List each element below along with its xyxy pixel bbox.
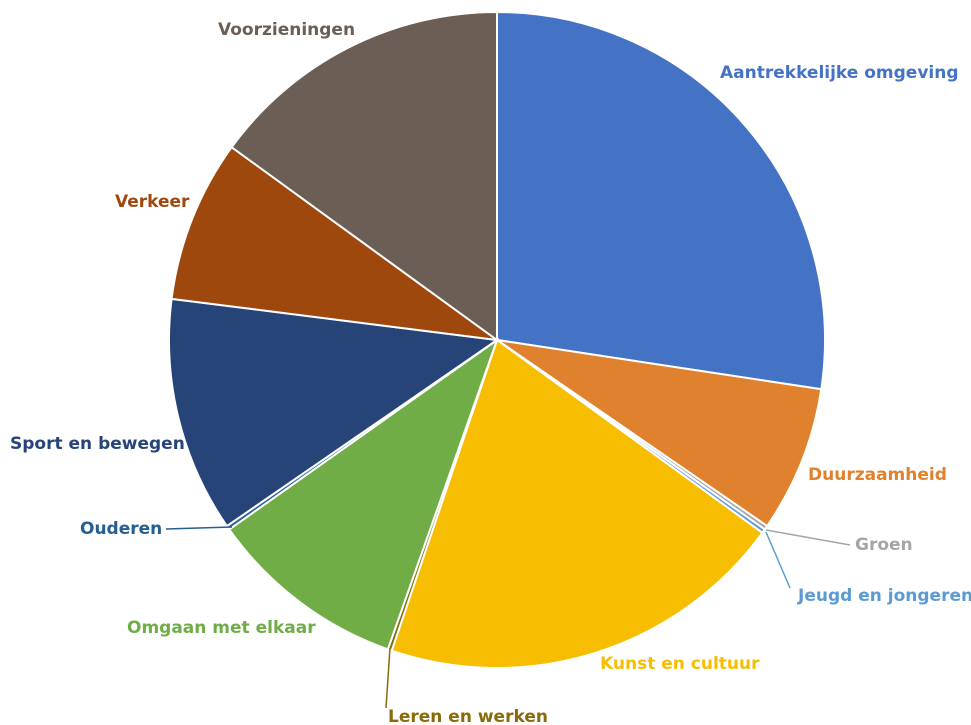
leader-line [385, 647, 391, 709]
slice-label: Aantrekkelijke omgeving [720, 63, 959, 83]
pie-slice [170, 145, 498, 341]
slice-label: Verkeer [115, 192, 190, 212]
slice-label: Groen [855, 535, 913, 555]
leader-line [765, 529, 851, 546]
leader-line [765, 531, 791, 589]
slice-label: Duurzaamheid [808, 465, 947, 485]
slice-label: Kunst en cultuur [600, 654, 760, 674]
slice-label: Ouderen [80, 519, 162, 539]
slice-label: Voorzieningen [218, 20, 355, 40]
pie-slice [230, 10, 498, 342]
slice-label: Leren en werken [388, 707, 548, 725]
pie-slice [496, 339, 823, 528]
pie-slice [227, 337, 499, 651]
leader-line [165, 526, 233, 530]
slice-label: Jeugd en jongeren [797, 586, 971, 606]
slice-label: Sport en bewegen [10, 434, 185, 454]
slice-label: Omgaan met elkaar [127, 618, 316, 638]
pie-slice [168, 297, 500, 528]
pie-slice [496, 10, 826, 391]
pie-slice [390, 338, 764, 669]
